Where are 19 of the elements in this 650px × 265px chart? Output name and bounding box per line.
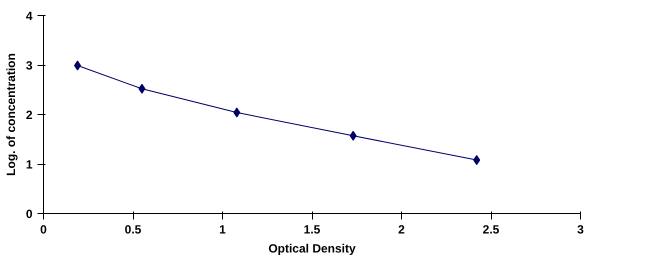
point	[473, 155, 480, 166]
x-tick-label: 2.5	[482, 222, 500, 236]
y-tick-label: 4	[26, 9, 33, 23]
x-axis-title: Optical Density	[268, 242, 356, 256]
x-tick-label: 0	[40, 222, 48, 236]
point	[138, 84, 146, 94]
x-tick-label: 1	[219, 222, 226, 236]
point	[233, 108, 240, 118]
x-tick-label: 2	[398, 222, 406, 236]
y-tick-label: 2	[26, 108, 33, 122]
y-tick-label: 1	[26, 158, 33, 172]
x-tick-label: 1.5	[304, 222, 321, 236]
y-tick-label: 0	[26, 207, 33, 221]
x-tick-label: 3	[577, 222, 584, 236]
y-tick-label: 3	[26, 58, 33, 72]
x-tick-label: 0.5	[124, 222, 142, 236]
point	[74, 60, 82, 70]
point	[350, 130, 357, 141]
y-axis-title: Log. of concentration	[4, 53, 18, 176]
